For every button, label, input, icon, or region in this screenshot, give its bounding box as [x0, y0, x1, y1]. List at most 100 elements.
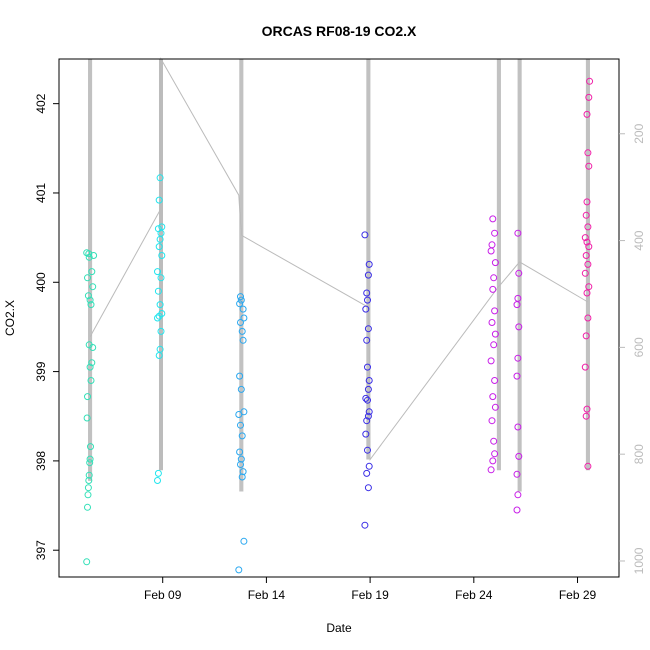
data-point [489, 215, 497, 223]
data-point [489, 393, 497, 401]
data-point [491, 259, 499, 267]
data-point [363, 336, 371, 344]
data-point [583, 405, 591, 413]
x-tick-label: Feb 24 [455, 588, 493, 602]
data-point [86, 459, 94, 467]
data-point [90, 252, 98, 259]
data-point [364, 446, 371, 454]
data-point [584, 314, 592, 322]
data-point [237, 461, 244, 468]
data-point [157, 327, 165, 335]
data-point [239, 336, 247, 344]
data-point [582, 332, 590, 340]
data-point [87, 301, 95, 309]
data-point [87, 443, 94, 451]
data-point [361, 231, 369, 239]
data-point [87, 377, 95, 384]
data-point [581, 363, 589, 371]
data-point [84, 274, 91, 282]
y2-tick-label: 1000 [632, 547, 646, 574]
data-point [364, 296, 371, 304]
y2-tick-label: 600 [632, 337, 646, 357]
y2-axis: 200 400 600 800 1000 [619, 123, 646, 574]
data-point [158, 252, 166, 259]
data-point [154, 287, 162, 295]
data-point [83, 558, 91, 566]
data-point [362, 394, 370, 402]
data-point [515, 323, 523, 331]
data-point [487, 357, 495, 365]
data-point [236, 448, 244, 456]
data-point [239, 305, 247, 313]
data-point [362, 305, 370, 313]
data-point [235, 566, 243, 574]
data-point [364, 484, 372, 492]
y-tick-label: 401 [34, 183, 48, 203]
data-point [490, 341, 498, 349]
data-point [585, 162, 593, 170]
data-point [237, 293, 244, 301]
data-point [584, 462, 592, 470]
y2-tick-label: 800 [632, 444, 646, 464]
data-point [154, 314, 161, 322]
data-point [84, 484, 92, 492]
data-point [364, 363, 371, 371]
data-point [364, 385, 372, 393]
data-point [584, 223, 592, 231]
y-tick-label: 398 [34, 451, 48, 471]
data-point [365, 408, 373, 416]
data-point [583, 198, 591, 206]
data-point [489, 457, 497, 465]
x-tick-label: Feb 14 [248, 588, 286, 602]
data-point [491, 403, 499, 411]
data-point [84, 503, 91, 511]
data-point [154, 477, 161, 484]
pressure-transit-line [89, 57, 589, 461]
data-point [514, 294, 522, 302]
data-point [237, 455, 245, 463]
y-axis: 397 398 399 400 401 402 [34, 93, 59, 560]
data-point [85, 341, 93, 349]
data-point [514, 229, 522, 237]
data-point [155, 196, 163, 204]
data-point [515, 269, 523, 277]
data-point [236, 372, 244, 380]
x-tick-label: Feb 19 [351, 588, 389, 602]
data-point [157, 274, 165, 282]
data-point [364, 271, 372, 279]
data-point [365, 260, 373, 268]
data-point [584, 149, 592, 157]
y2-tick-label: 200 [632, 123, 646, 143]
data-point [365, 377, 373, 384]
data-point [83, 414, 91, 422]
data-point [86, 296, 94, 304]
y2-tick-label: 400 [632, 230, 646, 250]
data-point [364, 325, 372, 333]
data-point [488, 417, 496, 425]
pressure-profile [88, 57, 590, 492]
data-point [364, 412, 372, 420]
data-point [583, 289, 591, 297]
data-point [514, 354, 522, 362]
data-point [585, 93, 593, 101]
data-point [155, 243, 163, 251]
data-point [240, 314, 248, 322]
data-point [491, 229, 499, 237]
data-point [489, 285, 497, 293]
data-point [238, 327, 246, 335]
data-point [363, 417, 371, 425]
data-point [84, 292, 92, 300]
data-point [240, 408, 248, 416]
data-point [513, 506, 521, 514]
data-point [491, 307, 499, 315]
data-point [84, 393, 91, 401]
x-axis-label: Date [326, 621, 352, 635]
data-points [83, 77, 594, 574]
data-point [85, 250, 93, 258]
data-point [239, 468, 247, 476]
data-point [581, 234, 589, 242]
data-point [491, 330, 499, 338]
data-point [515, 452, 523, 460]
data-point [237, 385, 245, 393]
